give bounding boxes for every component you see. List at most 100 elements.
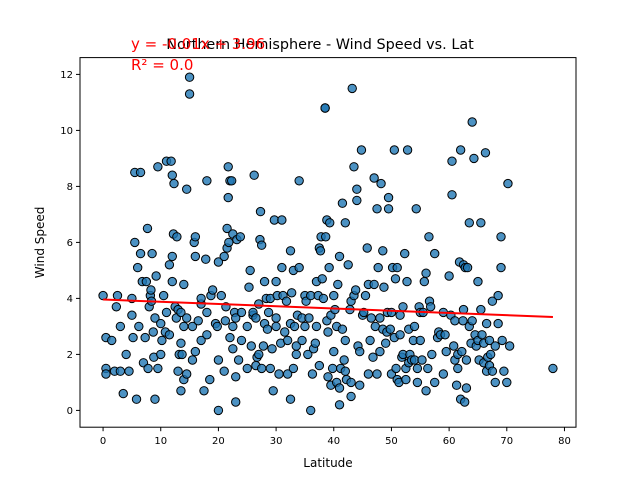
scatter-point: [201, 254, 211, 264]
scatter-point: [132, 262, 143, 273]
scatter-point: [417, 355, 427, 365]
scatter-point: [329, 346, 339, 357]
scatter-point: [213, 257, 224, 267]
scatter-point: [274, 369, 284, 379]
scatter-point: [98, 290, 108, 301]
scatter-point: [288, 363, 299, 374]
scatter-point: [151, 271, 161, 281]
scatter-point: [182, 369, 192, 379]
scatter-point: [451, 380, 462, 390]
scatter-point: [333, 279, 343, 290]
scatter-point: [386, 307, 397, 318]
scatter-point: [245, 265, 255, 276]
scatter-point: [455, 145, 466, 155]
scatter-point: [164, 260, 175, 270]
chart-title: Northern Hemisphere - Wind Speed vs. Lat: [166, 37, 474, 53]
scatter-point: [379, 282, 389, 292]
scatter-point: [190, 232, 201, 242]
scatter-point: [115, 321, 126, 332]
scatter-point: [166, 156, 176, 166]
scatter-point: [481, 318, 492, 329]
scatter-point: [131, 394, 142, 404]
scatter-point: [378, 246, 388, 256]
scatter-point: [400, 248, 410, 259]
scatter-point: [251, 313, 261, 323]
scatter-point: [352, 184, 362, 194]
y-tick-label: 12: [60, 70, 73, 81]
scatter-point: [277, 262, 287, 273]
scatter-point: [411, 204, 421, 214]
scatter-point: [158, 290, 169, 301]
scatter-point: [207, 285, 218, 295]
scatter-point: [453, 363, 463, 374]
scatter-point: [118, 388, 128, 399]
scatter-point: [196, 293, 206, 304]
scatter-point: [402, 145, 413, 155]
scatter-point: [267, 344, 277, 354]
scatter-point: [457, 346, 467, 357]
scatter-point: [280, 327, 290, 337]
x-tick-label: 10: [154, 436, 167, 447]
scatter-point: [235, 232, 246, 242]
scatter-point: [169, 178, 179, 189]
scatter-point: [148, 327, 158, 337]
scatter-point: [303, 349, 313, 360]
scatter-point: [142, 223, 153, 234]
scatter-point: [242, 321, 252, 332]
scatter-point: [369, 173, 379, 183]
scatter-point: [236, 335, 247, 346]
r-squared-annotation: R² = 0.0: [131, 56, 193, 74]
scatter-point: [255, 206, 266, 217]
scatter-point: [323, 372, 333, 382]
scatter-point: [372, 369, 382, 379]
scatter-point: [355, 346, 365, 357]
scatter-point: [343, 260, 353, 270]
scatter-point: [490, 377, 500, 388]
scatter-point: [469, 153, 479, 164]
scatter-point: [233, 355, 244, 365]
scatter-point: [291, 349, 301, 360]
scatter-point: [282, 369, 293, 379]
scatter-point: [462, 262, 473, 273]
x-tick-label: 30: [270, 436, 283, 447]
scatter-point: [219, 366, 229, 376]
scatter-point: [271, 313, 281, 323]
scatter-point: [281, 296, 292, 306]
y-tick-label: 6: [67, 238, 73, 249]
scatter-point: [473, 276, 483, 287]
scatter-point: [184, 89, 195, 99]
scatter-point: [135, 167, 146, 178]
y-tick-label: 8: [67, 182, 73, 193]
scatter-point: [294, 262, 304, 273]
scatter-point: [282, 335, 293, 346]
scatter-point: [415, 335, 425, 346]
x-tick-label: 20: [212, 436, 225, 447]
scatter-point: [199, 386, 209, 396]
scatter-point: [216, 290, 227, 301]
scatter-point: [389, 145, 400, 155]
scatter-point: [485, 349, 496, 360]
scatter-point: [289, 321, 300, 332]
scatter-point: [461, 383, 472, 393]
scatter-point: [430, 377, 440, 388]
scatter-point: [135, 248, 146, 259]
scatter-point: [263, 307, 274, 318]
scatter-point: [285, 246, 296, 256]
scatter-point: [385, 324, 395, 334]
scatter-point: [156, 349, 166, 360]
scatter-point: [419, 276, 430, 287]
scatter-point: [268, 386, 278, 396]
scatter-point: [190, 346, 201, 357]
regression-equation-annotation: y = -0.01x + 3.96: [131, 35, 265, 53]
scatter-point: [320, 232, 331, 242]
scatter-point: [157, 335, 167, 346]
x-tick-label: 40: [327, 436, 340, 447]
scatter-point: [424, 232, 434, 242]
scatter-point: [499, 366, 509, 376]
scatter-point: [262, 324, 273, 334]
scatter-point: [231, 372, 241, 382]
scatter-point: [355, 380, 365, 390]
scatter-point: [244, 282, 254, 292]
scatter-point: [476, 304, 486, 315]
scatter-point: [226, 176, 237, 186]
